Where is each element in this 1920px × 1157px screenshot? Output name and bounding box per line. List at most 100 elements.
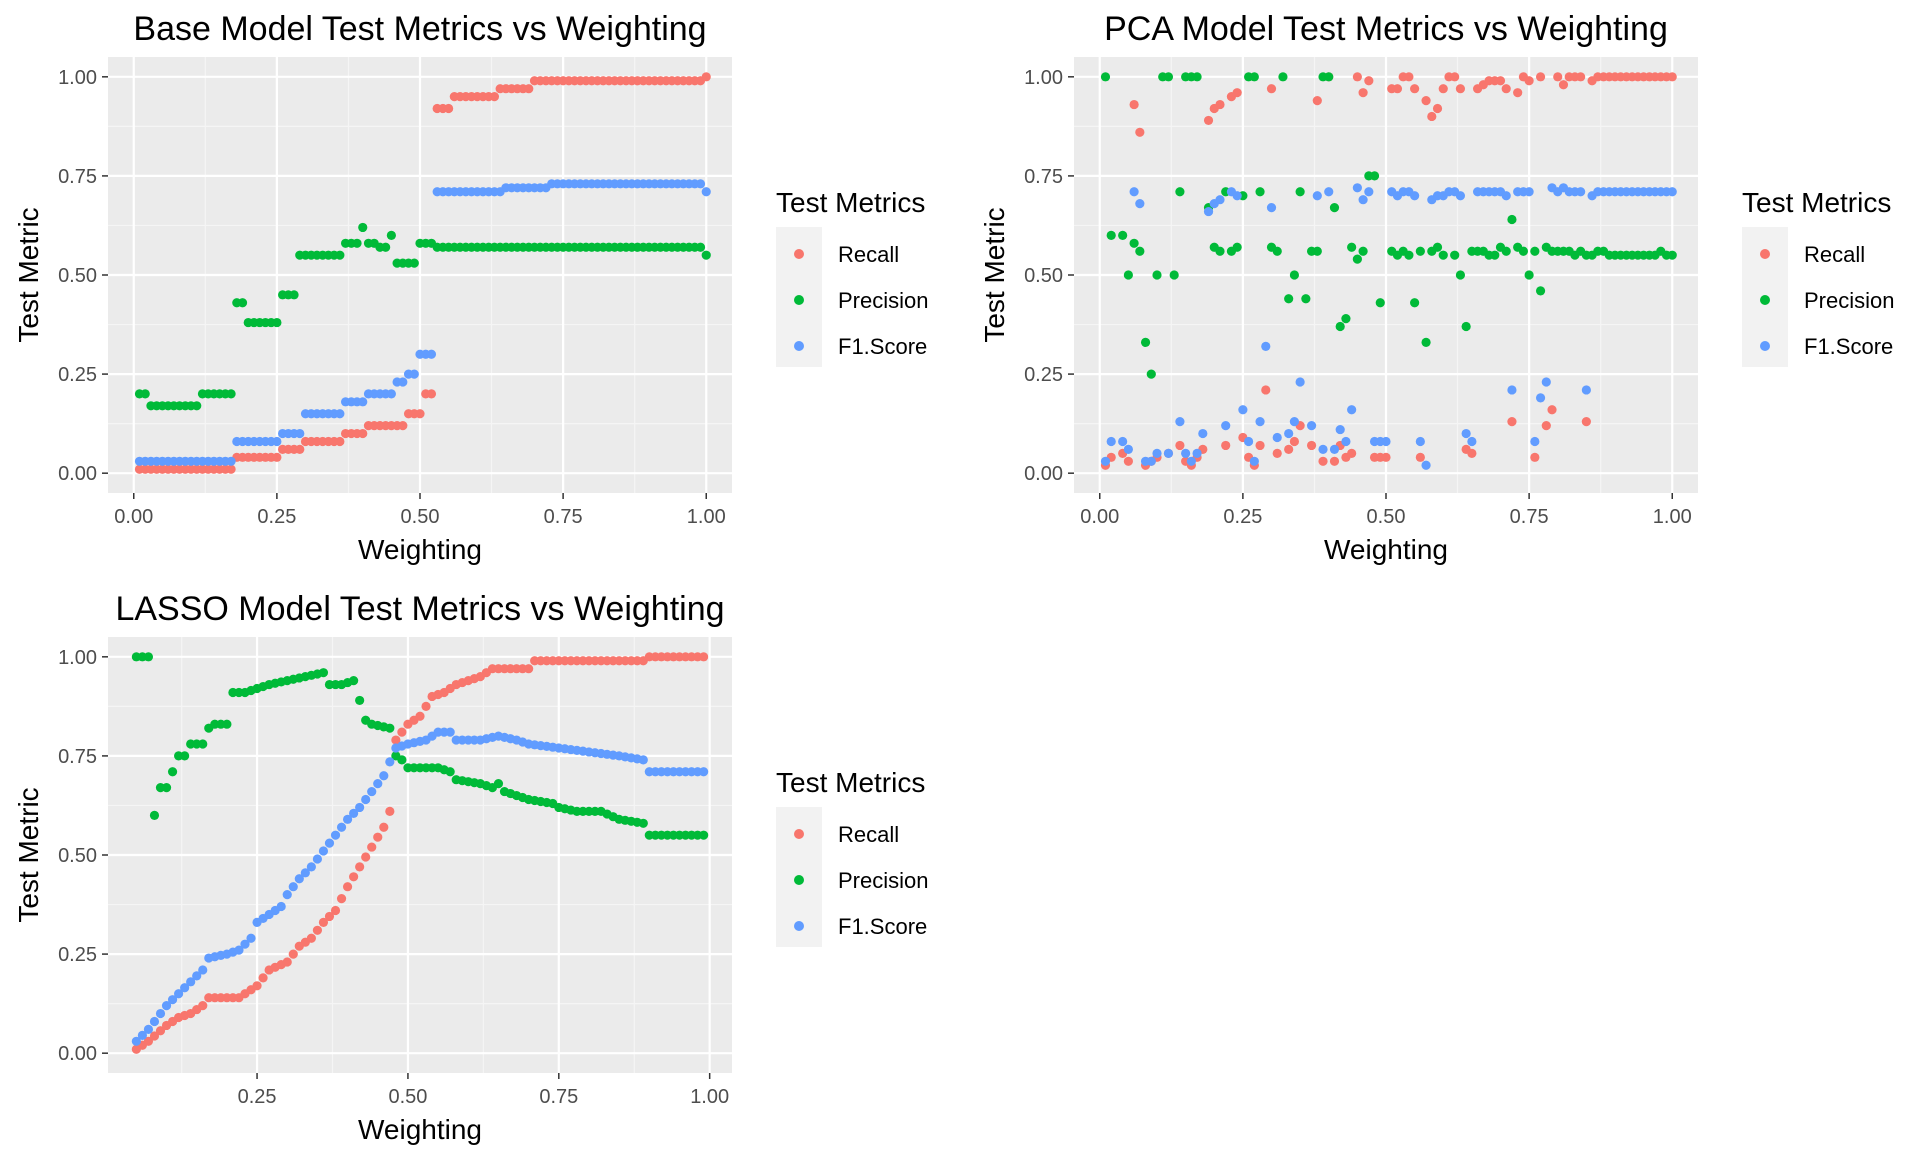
chart-lasso-legend-label-recall: Recall [838,822,899,847]
y-tick-label: 1.00 [1024,67,1063,89]
chart-lasso-legend-label-f1-score: F1.Score [838,914,927,939]
chart-pca-title: PCA Model Test Metrics vs Weighting [1104,10,1668,48]
point-recall [398,421,408,431]
point-f1-score [155,1008,166,1019]
point-precision [1335,321,1345,332]
point-f1-score [1576,187,1586,197]
chart-lasso: LASSO Model Test Metrics vs Weighting 0.… [13,590,928,1145]
point-precision [1667,250,1677,260]
point-recall [342,882,353,892]
point-recall [349,872,359,882]
point-recall [1553,72,1563,82]
point-recall [1547,405,1557,415]
point-recall [143,1036,154,1046]
point-precision [1106,230,1116,240]
point-precision [161,783,172,793]
point-f1-score [1163,448,1174,458]
point-f1-score [1146,456,1156,466]
point-precision [1295,187,1305,197]
chart-base-title: Base Model Test Metrics vs Weighting [133,10,706,48]
point-recall [1455,84,1466,94]
x-tick-label: 0.00 [1080,506,1119,528]
point-precision [1129,238,1139,248]
point-precision [1123,270,1133,280]
chart-lasso-ylabel: Test Metric [13,787,44,922]
point-recall [324,911,335,922]
point-precision [318,668,329,678]
point-f1-score [1341,436,1351,447]
point-precision [1278,72,1288,82]
point-precision [1438,250,1448,260]
point-precision [198,739,208,749]
chart-pca-xlabel: Weighting [1324,534,1448,565]
point-precision [1255,187,1265,197]
point-recall [1392,84,1403,94]
point-f1-score [335,409,345,419]
point-f1-score [1255,417,1265,427]
point-f1-score [1524,187,1534,197]
point-recall [1284,444,1294,454]
point-recall [1221,440,1231,451]
chart-base: Base Model Test Metrics vs Weighting 0.0… [13,10,928,565]
point-precision [409,258,419,268]
point-recall [524,664,534,674]
point-f1-score [1100,456,1111,466]
point-precision [1284,294,1294,304]
point-precision [695,242,706,252]
point-precision [1341,314,1351,324]
point-recall [1215,99,1225,110]
chart-base-points [134,72,711,474]
chart-pca-legend-key-f1-score [1760,341,1770,351]
point-f1-score [1335,424,1345,435]
chart-base-ylabel: Test Metric [13,207,44,342]
point-recall [226,464,236,474]
chart-base-ticks: 0.00 0.25 0.50 0.75 1.00 0.00 0.25 0.50 0.75 1.00 [58,67,726,528]
point-recall [198,1001,208,1011]
point-recall [1312,96,1322,106]
chart-pca-legend-label-recall: Recall [1804,242,1865,267]
point-f1-score [1507,385,1517,395]
point-f1-score [1306,421,1317,431]
point-precision [349,676,359,686]
chart-base-xlabel: Weighting [358,534,482,565]
x-tick-label: 1.00 [690,1086,729,1108]
chart-base-legend-label-recall: Recall [838,242,899,267]
point-f1-score [1667,187,1677,197]
point-f1-score [143,1024,154,1034]
x-tick-label: 0.75 [544,506,583,528]
point-recall [1450,72,1460,82]
chart-base-legend-title: Test Metrics [776,187,925,218]
point-f1-score [131,1036,141,1046]
point-precision [701,250,711,260]
point-recall [524,84,534,94]
point-f1-score [137,1030,147,1040]
point-f1-score [373,779,383,789]
point-recall [373,832,383,842]
point-f1-score [1381,436,1391,447]
point-f1-score [358,397,368,407]
point-f1-score [1467,436,1477,447]
point-recall [1123,456,1133,466]
point-recall [1272,448,1282,458]
chart-pca-legend-label-precision: Precision [1804,288,1894,313]
point-f1-score [161,1001,172,1011]
point-recall [288,949,298,959]
point-recall [397,727,407,737]
point-recall [306,933,316,943]
chart-lasso-legend-key-f1-score [794,921,804,931]
point-f1-score [1358,195,1368,205]
point-f1-score [701,187,711,197]
point-f1-score [1244,436,1254,447]
point-recall [1410,84,1420,94]
point-f1-score [1123,444,1133,454]
point-f1-score [1249,456,1259,466]
point-precision [1507,214,1517,225]
point-precision [1404,250,1414,260]
point-precision [358,222,368,233]
x-tick-label: 1.00 [1653,506,1692,528]
point-f1-score [1198,428,1208,439]
point-recall [391,735,401,745]
y-tick-label: 0.50 [58,845,97,867]
chart-base-legend: Test Metrics Recall Precision F1.Score [776,187,928,367]
point-recall [1352,72,1362,82]
